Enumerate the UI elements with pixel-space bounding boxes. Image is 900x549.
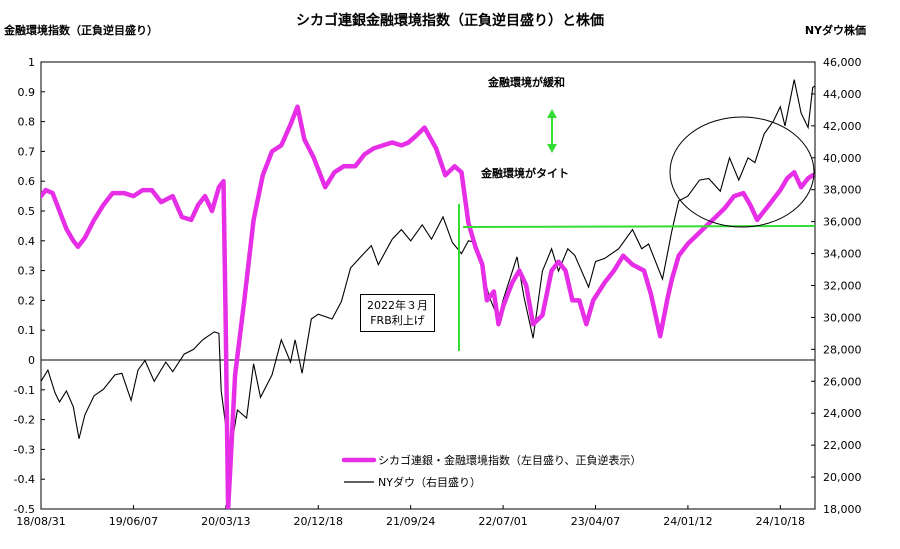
left-tick-label: -0.5	[14, 503, 35, 516]
frb-annotation-line1: 2022年３月	[367, 299, 428, 312]
legend-dow-label: NYダウ（右目盛り）	[378, 475, 481, 489]
left-tick-label: 0.5	[18, 205, 36, 218]
right-tick-label: 28,000	[823, 343, 862, 356]
left-tick-label: 0.8	[18, 116, 36, 129]
left-tick-label: 0.9	[18, 86, 36, 99]
right-tick-label: 44,000	[823, 88, 862, 101]
right-tick-label: 40,000	[823, 152, 862, 165]
dow-series-line	[41, 79, 815, 490]
right-tick-label: 18,000	[823, 503, 862, 516]
left-tick-label: 0.6	[18, 175, 36, 188]
left-tick-label: 1	[28, 56, 35, 69]
left-tick-label: 0.4	[18, 235, 36, 248]
chart-title: シカゴ連銀金融環境指数（正負逆目盛り）と株価	[296, 13, 604, 29]
arrow-up-icon	[547, 109, 557, 118]
x-tick-label: 24/01/12	[663, 515, 712, 528]
right-tick-label: 46,000	[823, 56, 862, 69]
right-tick-label: 36,000	[823, 216, 862, 229]
right-axis-label: NYダウ株価	[804, 24, 866, 37]
x-tick-label: 22/07/01	[478, 515, 527, 528]
left-tick-label: 0.2	[18, 294, 36, 307]
left-tick-label: -0.2	[14, 414, 35, 427]
x-tick-label: 23/04/07	[571, 515, 620, 528]
right-tick-label: 26,000	[823, 375, 862, 388]
left-tick-label: 0.1	[18, 324, 36, 337]
arrow-down-icon	[547, 144, 557, 153]
left-tick-label: -0.3	[14, 443, 35, 456]
easing-annotation: 金融環境が緩和	[488, 76, 565, 89]
left-axis-label: 金融環境指数（正負逆目盛り）	[4, 24, 158, 37]
tightening-annotation: 金融環境がタイト	[481, 167, 569, 180]
highlight-ellipse	[669, 116, 815, 228]
frb-annotation-box: 2022年３月 FRB利上げ	[360, 294, 435, 332]
right-tick-label: 24,000	[823, 407, 862, 420]
x-tick-label: 19/06/07	[109, 515, 158, 528]
right-tick-label: 32,000	[823, 280, 862, 293]
left-tick-label: 0.3	[18, 265, 36, 278]
x-tick-label: 21/09/24	[386, 515, 435, 528]
x-tick-label: 20/12/18	[294, 515, 343, 528]
plot-frame	[40, 61, 816, 510]
left-tick-label: 0.7	[18, 145, 36, 158]
left-tick-label: -0.1	[14, 384, 35, 397]
right-tick-label: 42,000	[823, 120, 862, 133]
threshold-line	[462, 225, 816, 228]
right-tick-label: 20,000	[823, 471, 862, 484]
frb-annotation-line2: FRB利上げ	[370, 314, 425, 327]
right-tick-label: 22,000	[823, 439, 862, 452]
right-tick-label: 30,000	[823, 311, 862, 324]
left-tick-label: -0.4	[14, 473, 35, 486]
x-tick-label: 24/10/18	[756, 515, 805, 528]
x-tick-label: 18/08/31	[16, 515, 65, 528]
x-tick-label: 20/03/13	[201, 515, 250, 528]
fci-series-line	[41, 104, 815, 509]
right-tick-label: 38,000	[823, 184, 862, 197]
left-tick-label: 0	[28, 354, 35, 367]
legend-fci-label: シカゴ連銀・金融環境指数（左目盛り、正負逆表示）	[378, 453, 642, 467]
legend-box	[340, 449, 648, 491]
right-tick-label: 34,000	[823, 248, 862, 261]
